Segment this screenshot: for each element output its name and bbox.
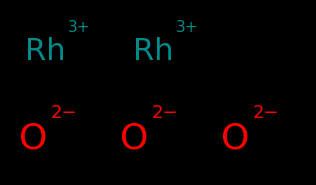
- Text: Rh: Rh: [25, 37, 66, 66]
- Text: Rh: Rh: [133, 37, 173, 66]
- Text: 3+: 3+: [175, 20, 198, 35]
- Text: 2−: 2−: [51, 104, 77, 122]
- Text: O: O: [120, 122, 149, 156]
- Text: 3+: 3+: [68, 20, 90, 35]
- Text: 2−: 2−: [152, 104, 178, 122]
- Text: O: O: [221, 122, 250, 156]
- Text: O: O: [19, 122, 47, 156]
- Text: 2−: 2−: [253, 104, 279, 122]
